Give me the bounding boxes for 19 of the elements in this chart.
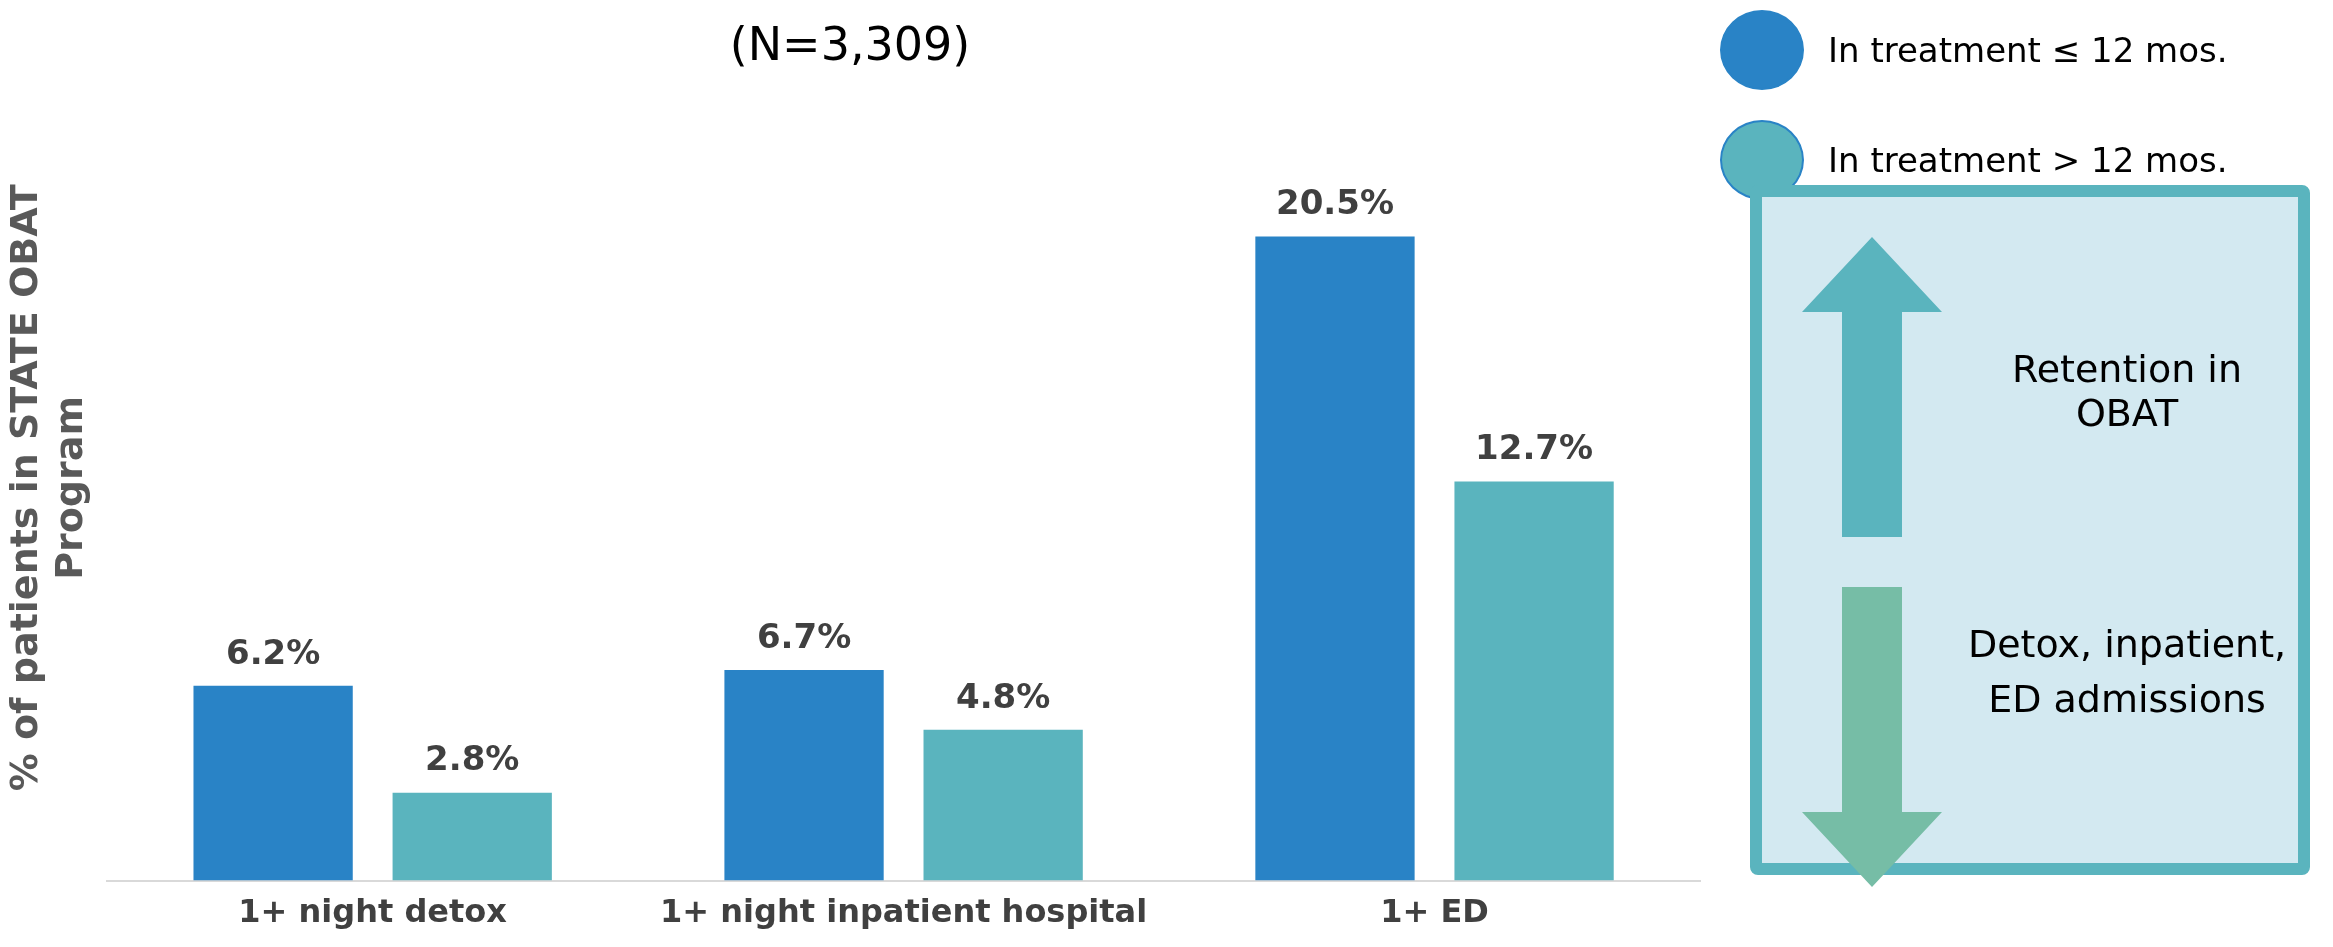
bar xyxy=(193,685,353,881)
data-label: 2.8% xyxy=(425,738,520,779)
y-axis-title: % of patients in STATE OBAT Program xyxy=(1,184,92,792)
data-label: 6.2% xyxy=(225,631,321,672)
bar xyxy=(1255,236,1415,881)
chart-title: (N=3,309) xyxy=(729,16,971,71)
legend-label: In treatment > 12 mos. xyxy=(1828,140,2228,180)
x-tick-label: 1+ night inpatient hospital xyxy=(660,892,1148,931)
data-label: 20.5% xyxy=(1276,182,1394,223)
data-label: 6.7% xyxy=(756,615,852,656)
data-label: 4.8% xyxy=(956,675,1051,716)
bar xyxy=(724,670,884,881)
data-label: 12.7% xyxy=(1475,427,1594,468)
x-tick-label: 1+ night detox xyxy=(238,892,508,931)
bar xyxy=(923,729,1083,881)
legend-label: In treatment ≤ 12 mos. xyxy=(1828,30,2228,70)
x-tick-label: 1+ ED xyxy=(1380,892,1489,931)
bar xyxy=(1454,481,1614,881)
bar xyxy=(392,792,552,881)
